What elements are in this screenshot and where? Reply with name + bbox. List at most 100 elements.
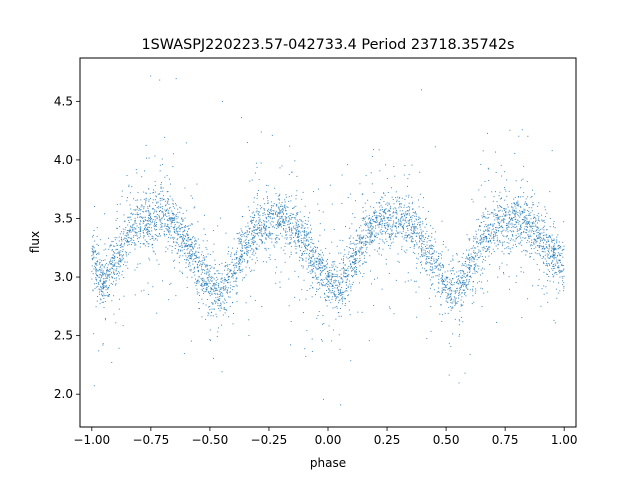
data-point bbox=[155, 234, 157, 236]
data-point bbox=[228, 251, 230, 253]
data-point bbox=[223, 307, 225, 309]
data-point bbox=[211, 308, 213, 310]
data-point bbox=[343, 261, 345, 263]
data-point bbox=[238, 269, 240, 271]
data-point bbox=[400, 217, 402, 219]
data-point bbox=[499, 209, 501, 211]
data-point bbox=[194, 282, 196, 284]
data-point bbox=[168, 299, 170, 301]
data-point bbox=[469, 266, 471, 268]
data-point bbox=[187, 234, 189, 236]
data-point bbox=[385, 213, 387, 215]
data-point bbox=[143, 237, 145, 239]
data-point bbox=[508, 238, 510, 240]
data-point bbox=[287, 224, 289, 226]
data-point bbox=[513, 224, 515, 226]
data-point bbox=[441, 320, 443, 322]
data-point bbox=[431, 263, 433, 265]
data-point bbox=[197, 238, 199, 240]
data-point bbox=[415, 218, 417, 220]
data-point bbox=[520, 225, 522, 227]
data-point bbox=[342, 268, 344, 270]
data-point bbox=[156, 201, 158, 203]
data-point bbox=[497, 222, 499, 224]
data-point bbox=[239, 256, 241, 258]
data-point bbox=[250, 221, 252, 223]
data-point bbox=[454, 301, 456, 303]
data-point bbox=[435, 261, 437, 263]
data-point bbox=[166, 191, 168, 193]
data-point bbox=[383, 209, 385, 211]
data-point bbox=[132, 230, 134, 232]
data-point bbox=[177, 212, 179, 214]
data-point bbox=[116, 210, 118, 212]
data-point bbox=[349, 243, 351, 245]
data-point bbox=[172, 214, 174, 216]
data-point bbox=[533, 233, 535, 235]
data-point bbox=[437, 259, 439, 261]
data-point bbox=[521, 232, 523, 234]
data-point bbox=[469, 238, 471, 240]
data-point bbox=[378, 248, 380, 250]
data-point bbox=[312, 287, 314, 289]
data-point bbox=[484, 256, 486, 258]
data-point bbox=[241, 256, 243, 258]
data-point bbox=[128, 253, 130, 255]
data-point bbox=[185, 255, 187, 257]
data-point bbox=[184, 258, 186, 260]
data-point bbox=[549, 246, 551, 248]
data-point bbox=[526, 218, 528, 220]
data-point bbox=[107, 288, 109, 290]
data-point bbox=[168, 203, 170, 205]
data-point bbox=[538, 245, 540, 247]
data-point bbox=[515, 221, 517, 223]
data-point bbox=[194, 267, 196, 269]
data-point bbox=[517, 233, 519, 235]
data-point bbox=[402, 210, 404, 212]
data-point bbox=[251, 253, 253, 255]
data-point bbox=[113, 295, 115, 297]
data-point bbox=[300, 257, 302, 259]
data-point bbox=[305, 236, 307, 238]
data-point bbox=[562, 284, 564, 286]
data-point bbox=[228, 275, 230, 277]
data-point bbox=[452, 306, 454, 308]
data-point bbox=[491, 191, 493, 193]
data-point bbox=[409, 217, 411, 219]
data-point bbox=[478, 249, 480, 251]
data-point bbox=[347, 164, 349, 166]
data-point bbox=[498, 216, 500, 218]
data-point bbox=[245, 266, 247, 268]
data-point bbox=[428, 235, 430, 237]
data-point bbox=[520, 237, 522, 239]
data-point bbox=[497, 207, 499, 209]
data-point bbox=[162, 213, 164, 215]
data-point bbox=[354, 271, 356, 273]
data-point bbox=[381, 254, 383, 256]
data-point bbox=[218, 290, 220, 292]
data-point bbox=[92, 289, 94, 291]
data-point bbox=[321, 261, 323, 263]
data-point bbox=[279, 193, 281, 195]
data-point bbox=[270, 224, 272, 226]
data-point bbox=[102, 287, 104, 289]
data-point bbox=[181, 237, 183, 239]
data-point bbox=[201, 251, 203, 253]
data-point bbox=[508, 253, 510, 255]
data-point bbox=[390, 245, 392, 247]
data-point bbox=[417, 253, 419, 255]
data-point bbox=[280, 215, 282, 217]
data-point bbox=[476, 238, 478, 240]
data-point bbox=[515, 243, 516, 245]
data-point bbox=[470, 265, 472, 267]
data-point bbox=[336, 284, 338, 286]
data-point bbox=[440, 296, 442, 298]
data-point bbox=[227, 253, 229, 255]
data-point bbox=[418, 235, 420, 237]
data-point bbox=[485, 251, 487, 253]
data-point bbox=[529, 224, 531, 226]
data-point bbox=[247, 246, 249, 248]
data-point bbox=[556, 297, 558, 299]
data-point bbox=[458, 278, 460, 280]
data-point bbox=[204, 269, 206, 271]
